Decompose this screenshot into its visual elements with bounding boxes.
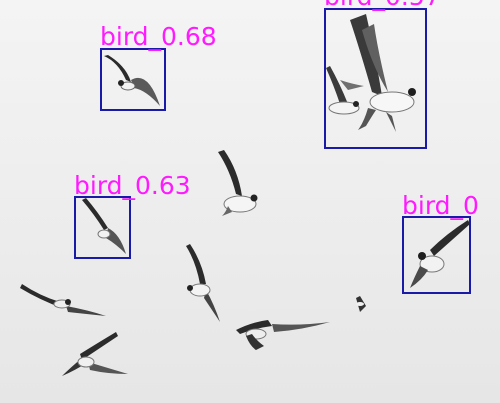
bird-10 (236, 320, 330, 350)
bird-8 (20, 284, 106, 316)
bird-7 (186, 244, 220, 322)
bird-3 (326, 66, 364, 115)
bird-6 (218, 150, 258, 216)
detection-label-3: bird_0.63 (74, 171, 191, 200)
detection-box-3 (74, 196, 131, 259)
bird-4 (82, 198, 126, 254)
detection-label-1: bird_0.68 (100, 22, 217, 51)
detection-box-1 (100, 48, 166, 111)
bird-5 (410, 220, 470, 288)
detection-label-2: bird_0.57 (324, 0, 441, 9)
detection-box-4 (402, 216, 471, 294)
bird-1 (104, 55, 160, 106)
bird-2 (350, 14, 416, 132)
detection-label-4: bird_0 (402, 191, 479, 220)
bird-9 (62, 332, 128, 376)
detection-box-2 (324, 8, 427, 149)
bird-11 (356, 296, 366, 312)
